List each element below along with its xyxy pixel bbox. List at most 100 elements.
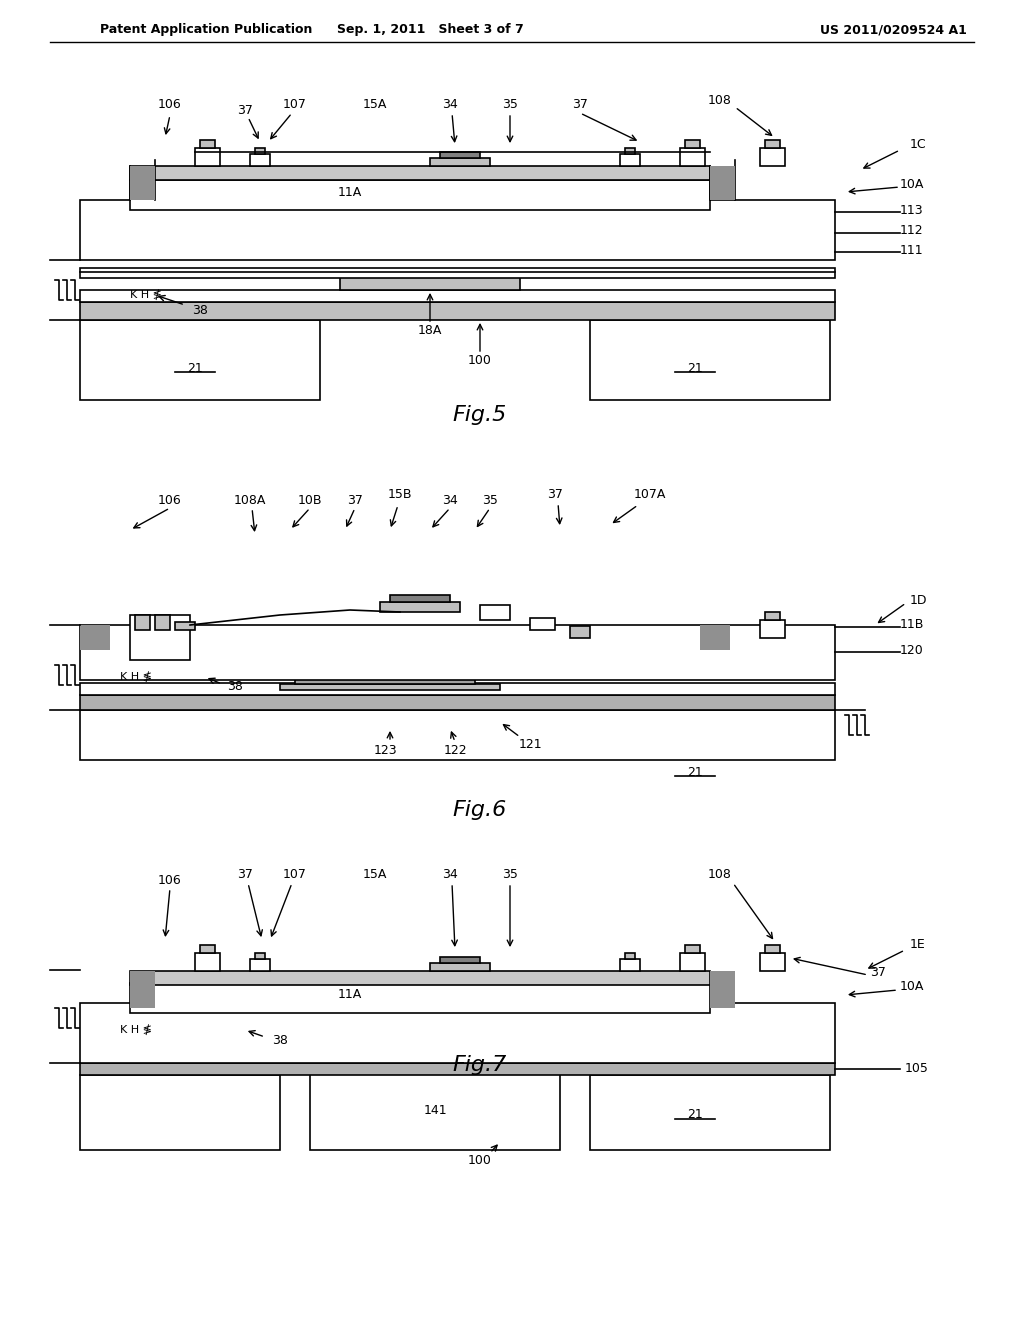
- Text: 10B: 10B: [298, 494, 323, 507]
- Bar: [155, 615, 170, 630]
- Text: 1D: 1D: [910, 594, 928, 606]
- Polygon shape: [130, 972, 155, 1008]
- Bar: [175, 622, 195, 630]
- Text: 21: 21: [687, 766, 702, 779]
- Bar: [195, 953, 220, 972]
- Bar: [80, 290, 835, 302]
- Bar: [250, 960, 270, 972]
- Polygon shape: [710, 166, 735, 201]
- Bar: [685, 945, 700, 953]
- Text: 38: 38: [227, 681, 243, 693]
- Bar: [685, 140, 700, 148]
- Text: 1E: 1E: [910, 939, 926, 952]
- Text: 10A: 10A: [900, 981, 925, 994]
- Polygon shape: [710, 972, 735, 1008]
- Bar: [310, 1060, 560, 1150]
- Bar: [80, 268, 835, 279]
- Bar: [480, 605, 510, 620]
- Bar: [530, 618, 555, 630]
- Text: 37: 37: [870, 965, 886, 978]
- Bar: [130, 615, 190, 660]
- Bar: [765, 612, 780, 620]
- Bar: [310, 673, 450, 678]
- Text: 15B: 15B: [388, 488, 413, 502]
- Text: Fig.5: Fig.5: [453, 405, 507, 425]
- Bar: [80, 201, 835, 260]
- Text: 108: 108: [708, 94, 732, 107]
- Polygon shape: [80, 624, 110, 649]
- Text: 112: 112: [900, 223, 924, 236]
- Text: 15A: 15A: [362, 99, 387, 111]
- Text: 37: 37: [572, 99, 588, 111]
- Text: 107: 107: [283, 99, 307, 111]
- Bar: [680, 953, 705, 972]
- Bar: [760, 620, 785, 638]
- Text: 18A: 18A: [418, 323, 442, 337]
- Bar: [255, 148, 265, 154]
- Bar: [380, 602, 460, 612]
- Bar: [80, 1003, 835, 1063]
- Bar: [130, 166, 710, 180]
- Bar: [80, 682, 835, 696]
- Bar: [250, 154, 270, 166]
- Text: 107: 107: [283, 869, 307, 882]
- Text: 38: 38: [272, 1034, 288, 1047]
- Text: 107A: 107A: [634, 488, 667, 502]
- Text: 108: 108: [708, 869, 732, 882]
- Bar: [765, 945, 780, 953]
- Bar: [620, 960, 640, 972]
- Bar: [80, 696, 835, 710]
- Bar: [130, 983, 710, 1012]
- Text: Sep. 1, 2011   Sheet 3 of 7: Sep. 1, 2011 Sheet 3 of 7: [337, 24, 523, 37]
- Text: 123: 123: [373, 743, 397, 756]
- Text: 34: 34: [442, 99, 458, 111]
- Text: US 2011/0209524 A1: US 2011/0209524 A1: [820, 24, 967, 37]
- Bar: [80, 319, 319, 400]
- Bar: [590, 319, 830, 400]
- Bar: [80, 710, 835, 760]
- Text: 113: 113: [900, 203, 924, 216]
- Bar: [80, 1063, 835, 1074]
- Text: 21: 21: [687, 1109, 702, 1122]
- Text: Fig.6: Fig.6: [453, 800, 507, 820]
- Text: K H ≸: K H ≸: [130, 289, 162, 301]
- Bar: [440, 152, 480, 158]
- Bar: [570, 626, 590, 638]
- Text: 100: 100: [468, 354, 492, 367]
- Bar: [80, 1074, 280, 1150]
- Bar: [760, 148, 785, 166]
- Bar: [280, 684, 500, 690]
- Text: 37: 37: [547, 488, 563, 502]
- Bar: [195, 148, 220, 166]
- Bar: [135, 615, 150, 630]
- Text: 100: 100: [468, 1154, 492, 1167]
- Text: 34: 34: [442, 494, 458, 507]
- Bar: [340, 271, 520, 290]
- Text: 11A: 11A: [338, 186, 362, 198]
- Text: Patent Application Publication: Patent Application Publication: [100, 24, 312, 37]
- Text: 108A: 108A: [233, 494, 266, 507]
- Text: 105: 105: [905, 1063, 929, 1076]
- Bar: [130, 972, 710, 985]
- Text: K H ≸: K H ≸: [120, 672, 152, 682]
- Bar: [200, 945, 215, 953]
- Bar: [620, 154, 640, 166]
- Text: 106: 106: [158, 99, 182, 111]
- Bar: [255, 953, 265, 960]
- Text: 37: 37: [238, 869, 253, 882]
- Bar: [390, 595, 450, 602]
- Text: 10A: 10A: [900, 178, 925, 191]
- Bar: [200, 140, 215, 148]
- Text: 1C: 1C: [910, 139, 927, 152]
- Bar: [680, 148, 705, 166]
- Bar: [590, 1074, 830, 1150]
- Bar: [765, 140, 780, 148]
- Text: 111: 111: [900, 243, 924, 256]
- Text: 121: 121: [518, 738, 542, 751]
- Polygon shape: [135, 205, 730, 255]
- Text: 141: 141: [423, 1104, 446, 1117]
- Text: 106: 106: [158, 874, 182, 887]
- Bar: [430, 964, 490, 972]
- Text: 106: 106: [158, 494, 182, 507]
- Polygon shape: [135, 1012, 730, 1059]
